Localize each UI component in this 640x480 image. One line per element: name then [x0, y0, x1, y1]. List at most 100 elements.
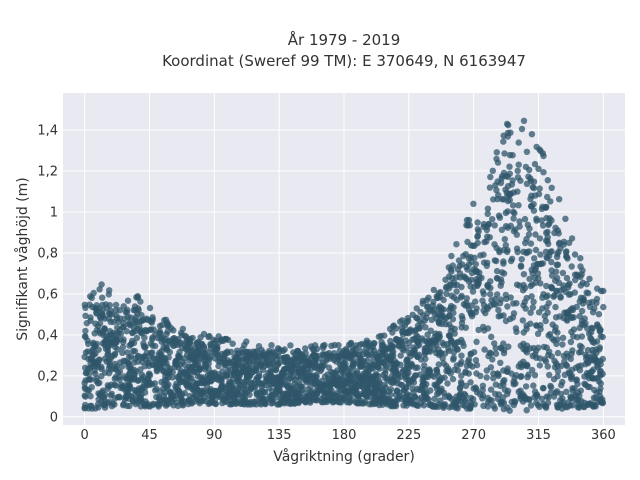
data-point	[266, 350, 273, 357]
data-point	[274, 401, 281, 408]
data-point	[539, 294, 546, 301]
data-point	[158, 364, 165, 372]
data-point	[112, 301, 120, 309]
data-point	[310, 352, 318, 359]
data-point	[596, 328, 604, 335]
data-point	[431, 395, 438, 402]
data-point	[490, 375, 497, 382]
data-point	[530, 298, 537, 305]
data-point	[438, 306, 445, 313]
data-point	[238, 363, 246, 370]
data-point	[461, 396, 468, 403]
data-point	[135, 352, 142, 360]
data-point	[484, 325, 492, 332]
data-point	[81, 379, 88, 387]
data-point	[197, 397, 205, 404]
data-point	[230, 358, 237, 365]
data-point	[544, 228, 551, 236]
data-point	[493, 267, 501, 275]
data-point	[577, 263, 584, 270]
data-point	[128, 393, 135, 400]
data-point	[560, 402, 567, 409]
data-point	[120, 400, 127, 408]
data-point	[531, 372, 539, 379]
data-point	[389, 329, 396, 336]
data-point	[114, 369, 122, 376]
data-point	[149, 401, 156, 409]
data-point	[519, 287, 527, 294]
data-point	[205, 378, 212, 385]
data-point	[574, 334, 581, 341]
data-point	[489, 167, 496, 174]
data-point	[491, 222, 498, 229]
data-point	[508, 181, 516, 188]
data-point	[545, 221, 552, 229]
data-point	[543, 237, 550, 244]
data-point	[124, 349, 131, 356]
data-point	[276, 346, 283, 353]
data-point	[319, 359, 326, 366]
x-tick-label: 90	[206, 428, 223, 443]
data-point	[469, 363, 476, 370]
data-point	[429, 403, 437, 410]
data-point	[143, 379, 150, 386]
data-point	[403, 319, 410, 326]
data-point	[175, 353, 182, 361]
data-point	[501, 150, 508, 157]
data-point	[137, 318, 144, 325]
data-point	[532, 246, 540, 254]
data-point	[484, 281, 491, 289]
data-point	[177, 369, 184, 377]
data-point	[376, 378, 383, 385]
data-point	[104, 336, 112, 343]
data-point	[544, 363, 551, 370]
data-point	[112, 307, 119, 314]
data-point	[133, 334, 141, 342]
data-point	[414, 353, 421, 360]
data-point	[487, 291, 494, 298]
data-point	[369, 365, 377, 372]
data-point	[596, 344, 603, 351]
data-point	[474, 219, 481, 226]
data-point	[374, 396, 381, 404]
data-point	[474, 233, 481, 240]
data-point	[172, 360, 179, 367]
data-point	[521, 215, 529, 223]
data-point	[516, 218, 523, 225]
data-point	[533, 215, 540, 222]
data-point	[362, 365, 369, 372]
data-point	[410, 375, 417, 382]
data-point	[240, 398, 248, 405]
data-point	[252, 366, 260, 374]
data-point	[531, 192, 539, 199]
data-point	[116, 376, 123, 383]
data-point	[510, 227, 518, 235]
data-point	[373, 384, 380, 391]
data-point	[470, 385, 477, 392]
data-point	[457, 378, 465, 386]
y-tick-label: 0,4	[37, 328, 58, 343]
data-point	[467, 379, 474, 386]
data-point	[137, 329, 145, 336]
data-point	[412, 327, 419, 334]
data-point	[566, 239, 573, 246]
data-point	[328, 368, 335, 376]
data-point	[568, 263, 575, 270]
data-point	[510, 300, 517, 307]
data-point	[565, 310, 572, 318]
data-point	[529, 304, 536, 311]
data-point	[302, 349, 309, 357]
data-point	[149, 361, 156, 368]
data-point	[382, 374, 389, 382]
data-point	[413, 314, 420, 321]
data-point	[501, 236, 508, 243]
data-point	[547, 198, 554, 205]
data-point	[155, 359, 162, 366]
data-point	[504, 365, 511, 372]
data-point	[448, 275, 456, 282]
data-point	[553, 287, 560, 294]
data-point	[487, 364, 495, 371]
data-point	[206, 332, 213, 340]
data-point	[494, 178, 501, 185]
data-point	[183, 382, 191, 389]
